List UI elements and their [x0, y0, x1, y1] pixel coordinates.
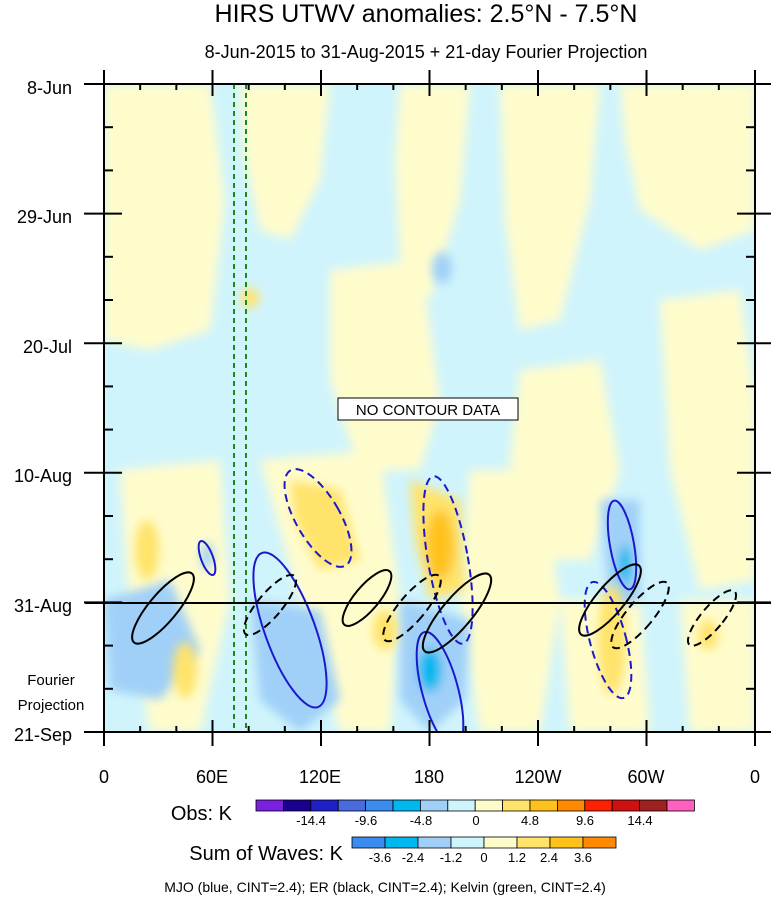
x-tick-label: 120W — [514, 767, 561, 787]
obs-colorbar-swatch — [529, 799, 558, 812]
waves-tick-label: -1.2 — [440, 850, 462, 865]
waves-tick-label: -2.4 — [402, 850, 424, 865]
y-tick-label: 29-Jun — [17, 207, 72, 227]
obs-tick-label: 14.4 — [627, 813, 652, 828]
waves-colorbar-swatch — [450, 836, 485, 849]
contour-note: MJO (blue, CINT=2.4); ER (black, CINT=2.… — [164, 879, 606, 895]
anomaly-field — [104, 84, 755, 732]
obs-tick-label: -14.4 — [296, 813, 326, 828]
obs-colorbar-swatch — [584, 799, 613, 812]
y-tick-label: 10-Aug — [14, 466, 72, 486]
x-tick-label: 0 — [99, 767, 109, 787]
x-tick-label: 120E — [299, 767, 341, 787]
obs-colorbar-swatch — [474, 799, 504, 812]
waves-colorbar-swatch — [582, 836, 617, 849]
obs-tick-label: 4.8 — [521, 813, 539, 828]
positive-anomaly-regions — [104, 84, 755, 732]
er-contour — [242, 573, 298, 637]
waves-colorbar — [351, 836, 617, 849]
obs-colorbar-swatch — [365, 799, 394, 812]
y-tick-label: 21-Sep — [14, 725, 72, 745]
y-tick-label: 31-Aug — [14, 596, 72, 616]
obs-tick-label: 9.6 — [576, 813, 594, 828]
waves-tick-label: -3.6 — [369, 850, 391, 865]
er-contour — [686, 589, 738, 647]
obs-colorbar-swatch — [502, 799, 531, 812]
er-contour — [131, 571, 195, 645]
obs-colorbar-swatch — [666, 799, 695, 812]
er-contour — [610, 580, 670, 650]
mjo-contour — [422, 475, 474, 645]
waves-colorbar-swatch — [384, 836, 419, 849]
obs-colorbar-swatch — [337, 799, 367, 812]
obs-colorbar-swatch — [639, 799, 668, 812]
waves-tick-label: 3.6 — [574, 850, 592, 865]
chart-title: HIRS UTWV anomalies: 2.5°N - 7.5°N — [215, 0, 638, 28]
wave-contours — [131, 84, 738, 732]
obs-colorbar — [255, 799, 695, 812]
waves-colorbar-swatch — [483, 836, 518, 849]
mjo-contour — [415, 630, 465, 732]
waves-colorbar-swatch — [351, 836, 386, 849]
chart-subtitle: 8-Jun-2015 to 31-Aug-2015 + 21-day Fouri… — [205, 42, 648, 62]
er-contour — [578, 563, 642, 637]
y-tick-label: 8-Jun — [27, 78, 72, 98]
obs-colorbar-swatch — [282, 799, 312, 812]
obs-colorbar-swatch — [310, 799, 339, 812]
er-contour — [382, 573, 442, 643]
obs-colorbar-swatch — [255, 799, 284, 812]
waves-tick-label: 0 — [480, 850, 487, 865]
obs-colorbar-swatch — [557, 799, 586, 812]
obs-colorbar-swatch — [392, 799, 421, 812]
no-contour-data-box: NO CONTOUR DATA — [337, 397, 519, 421]
obs-legend-label: Obs: K — [171, 803, 233, 825]
obs-tick-label: -4.8 — [410, 813, 432, 828]
waves-tick-label: 1.2 — [508, 850, 526, 865]
x-tick-label: 0 — [750, 767, 760, 787]
mjo-contour — [583, 580, 633, 700]
x-tick-label: 60W — [627, 767, 664, 787]
waves-colorbar-swatch — [516, 836, 551, 849]
obs-colorbar-swatch — [611, 799, 641, 812]
waves-colorbar-swatch — [549, 836, 584, 849]
y-tick-label: 20-Jul — [23, 337, 72, 357]
x-tick-label: 180 — [414, 767, 444, 787]
waves-legend-label: Sum of Waves: K — [189, 843, 343, 865]
mjo-contour — [283, 468, 353, 568]
x-axis-ticks — [103, 70, 756, 746]
projection-label-line1: Fourier — [27, 672, 75, 689]
waves-colorbar-swatch — [417, 836, 452, 849]
x-tick-label: 60E — [196, 767, 228, 787]
mjo-contour — [197, 539, 217, 577]
waves-tick-label: 2.4 — [540, 850, 558, 865]
mjo-contour — [252, 551, 328, 709]
er-contour — [341, 569, 393, 627]
no-contour-data-label: NO CONTOUR DATA — [356, 402, 500, 419]
obs-tick-label: 0 — [472, 813, 479, 828]
obs-tick-label: -9.6 — [355, 813, 377, 828]
projection-label-line2: Projection — [18, 697, 85, 714]
mjo-contour — [606, 499, 638, 591]
obs-colorbar-swatch — [447, 799, 476, 812]
obs-colorbar-swatch — [419, 799, 449, 812]
